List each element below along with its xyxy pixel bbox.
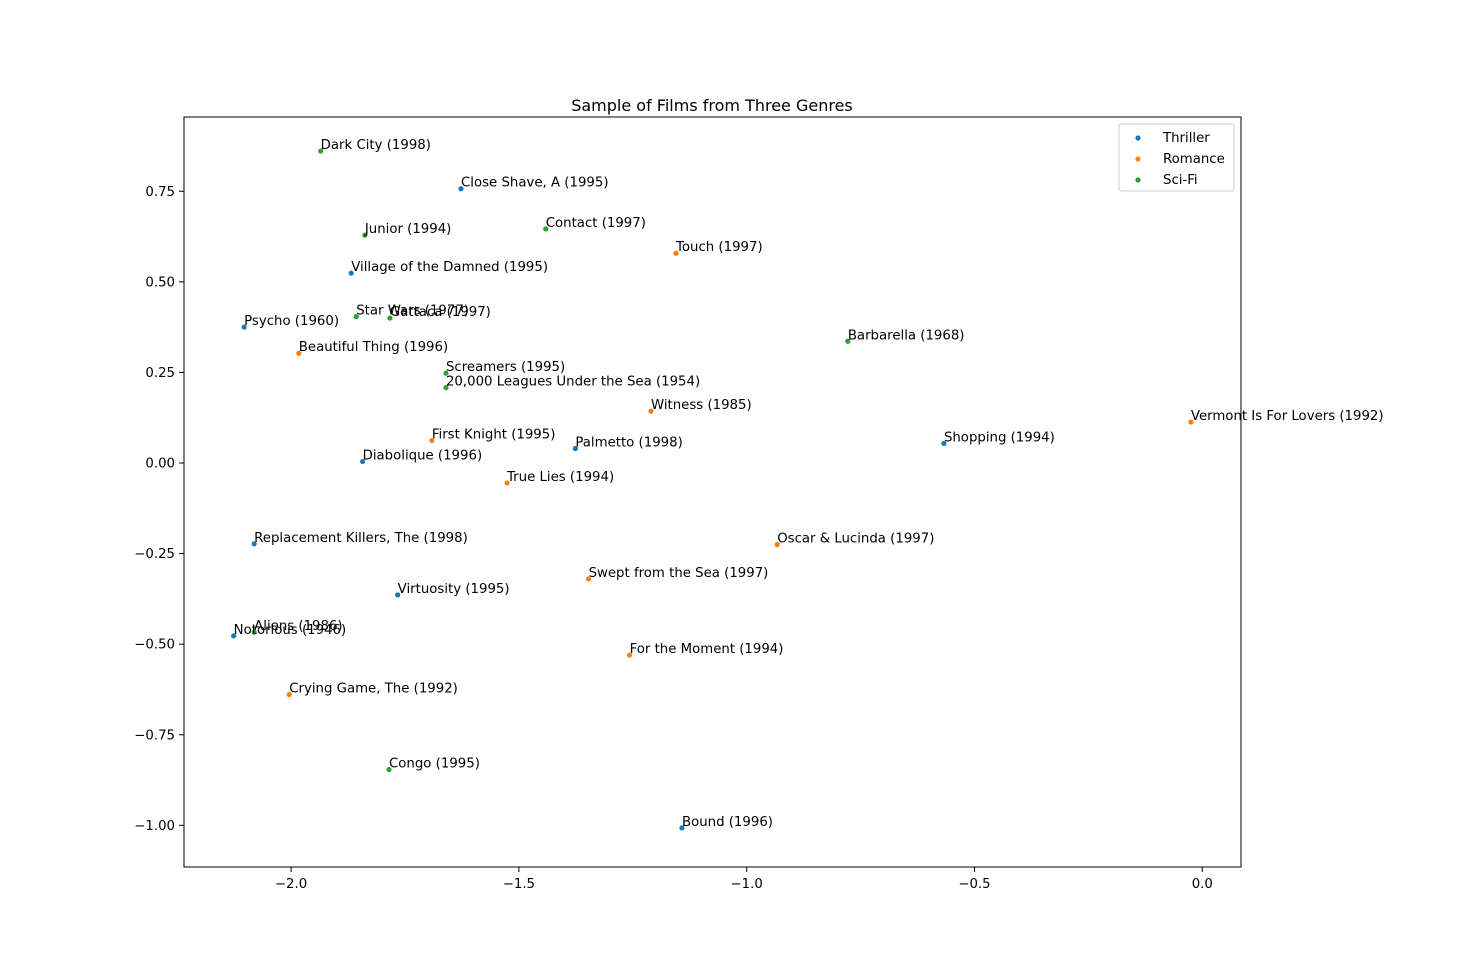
axes-frame [183, 116, 1242, 868]
data-point [318, 148, 324, 154]
data-point [458, 186, 464, 192]
point-label: Junior (1994) [364, 222, 452, 237]
data-point [572, 445, 578, 452]
data-point [359, 458, 366, 465]
data-point [543, 226, 549, 232]
data-point [673, 250, 679, 256]
data-point [774, 541, 780, 548]
data-point [251, 629, 257, 635]
x-tick-label: −1.5 [503, 877, 535, 892]
legend-entry: Sci-Fi [1163, 173, 1198, 188]
y-tick-label: 0.50 [145, 275, 175, 290]
point-label: Congo (1995) [389, 757, 480, 772]
data-point [679, 825, 685, 831]
data-point [386, 766, 392, 773]
point-label: Dark City (1998) [321, 138, 431, 153]
legend-entry: Thriller [1162, 131, 1210, 146]
point-label: Close Shave, A (1995) [461, 176, 609, 191]
y-tick-label: −0.50 [134, 638, 175, 653]
legend-marker [1135, 156, 1141, 162]
point-label: Palmetto (1998) [575, 436, 682, 451]
point-label: First Knight (1995) [432, 428, 556, 443]
point-label: Oscar & Lucinda (1997) [777, 532, 934, 547]
data-point [845, 338, 851, 344]
data-point [387, 315, 393, 321]
data-point [504, 480, 510, 486]
point-label: For the Moment (1994) [630, 642, 784, 657]
y-tick-label: 0.25 [145, 366, 175, 381]
data-point [443, 385, 449, 391]
point-label: Witness (1985) [651, 398, 752, 413]
x-tick-label: −2.0 [275, 877, 307, 892]
y-tick-label: 0.00 [145, 457, 175, 472]
point-label: Bound (1996) [682, 815, 773, 830]
data-point [941, 440, 947, 447]
point-label: Psycho (1960) [244, 314, 339, 329]
legend-marker [1135, 135, 1141, 141]
point-label: Beautiful Thing (1996) [299, 340, 448, 355]
point-label: True Lies (1994) [506, 470, 614, 485]
data-point [353, 314, 359, 320]
legend-marker [1135, 177, 1141, 183]
point-label: Swept from the Sea (1997) [589, 566, 769, 581]
x-tick-label: 0.0 [1192, 877, 1213, 892]
point-label: 20,000 Leagues Under the Sea (1954) [446, 375, 700, 390]
data-point [443, 370, 449, 376]
data-point [241, 324, 247, 330]
x-tick-label: −0.5 [958, 877, 990, 892]
y-tick-label: −0.25 [134, 547, 175, 562]
y-tick-label: −0.75 [134, 728, 175, 743]
data-point [648, 408, 654, 414]
point-label: Village of the Damned (1995) [351, 260, 548, 275]
point-label: Screamers (1995) [446, 360, 565, 375]
data-point [626, 652, 633, 658]
y-tick-label: −1.00 [134, 819, 175, 834]
point-label: Aliens (1986) [254, 619, 342, 634]
data-point [362, 232, 368, 238]
chart-title: Sample of Films from Three Genres [571, 96, 853, 115]
data-point [585, 576, 592, 582]
legend: Thriller Romance Sci-Fi [1118, 123, 1235, 192]
point-label: Shopping (1994) [944, 430, 1055, 445]
data-point [231, 633, 237, 639]
data-point [395, 592, 401, 598]
point-label: Contact (1997) [546, 216, 646, 231]
point-label: Diabolique (1996) [363, 449, 483, 464]
y-tick-label: 0.75 [145, 185, 175, 200]
legend-box [1118, 123, 1235, 192]
point-label: Touch (1997) [675, 240, 763, 255]
point-label: Crying Game, The (1992) [289, 682, 458, 697]
point-label: Star Wars (1977) [356, 304, 469, 319]
point-label: Barbarella (1968) [848, 328, 965, 343]
plot-area: −2.0 −1.5 −1.0 −0.5 0.0 0.75 0.50 0.25 0.00 −0.25… [134, 116, 1384, 892]
point-label: Gattaca (1997) [390, 305, 491, 320]
point-label: Replacement Killers, The (1998) [254, 531, 468, 546]
point-label: Vermont Is For Lovers (1992) [1191, 409, 1384, 424]
data-point [296, 350, 302, 356]
data-point [251, 541, 257, 547]
point-label: Notorious (1946) [234, 623, 347, 638]
data-point [348, 270, 354, 276]
point-label: Virtuosity (1995) [398, 582, 510, 597]
legend-entry: Romance [1163, 152, 1225, 167]
data-point [429, 437, 435, 444]
x-tick-label: −1.0 [731, 877, 763, 892]
data-point [1188, 419, 1194, 425]
data-point [286, 691, 292, 698]
